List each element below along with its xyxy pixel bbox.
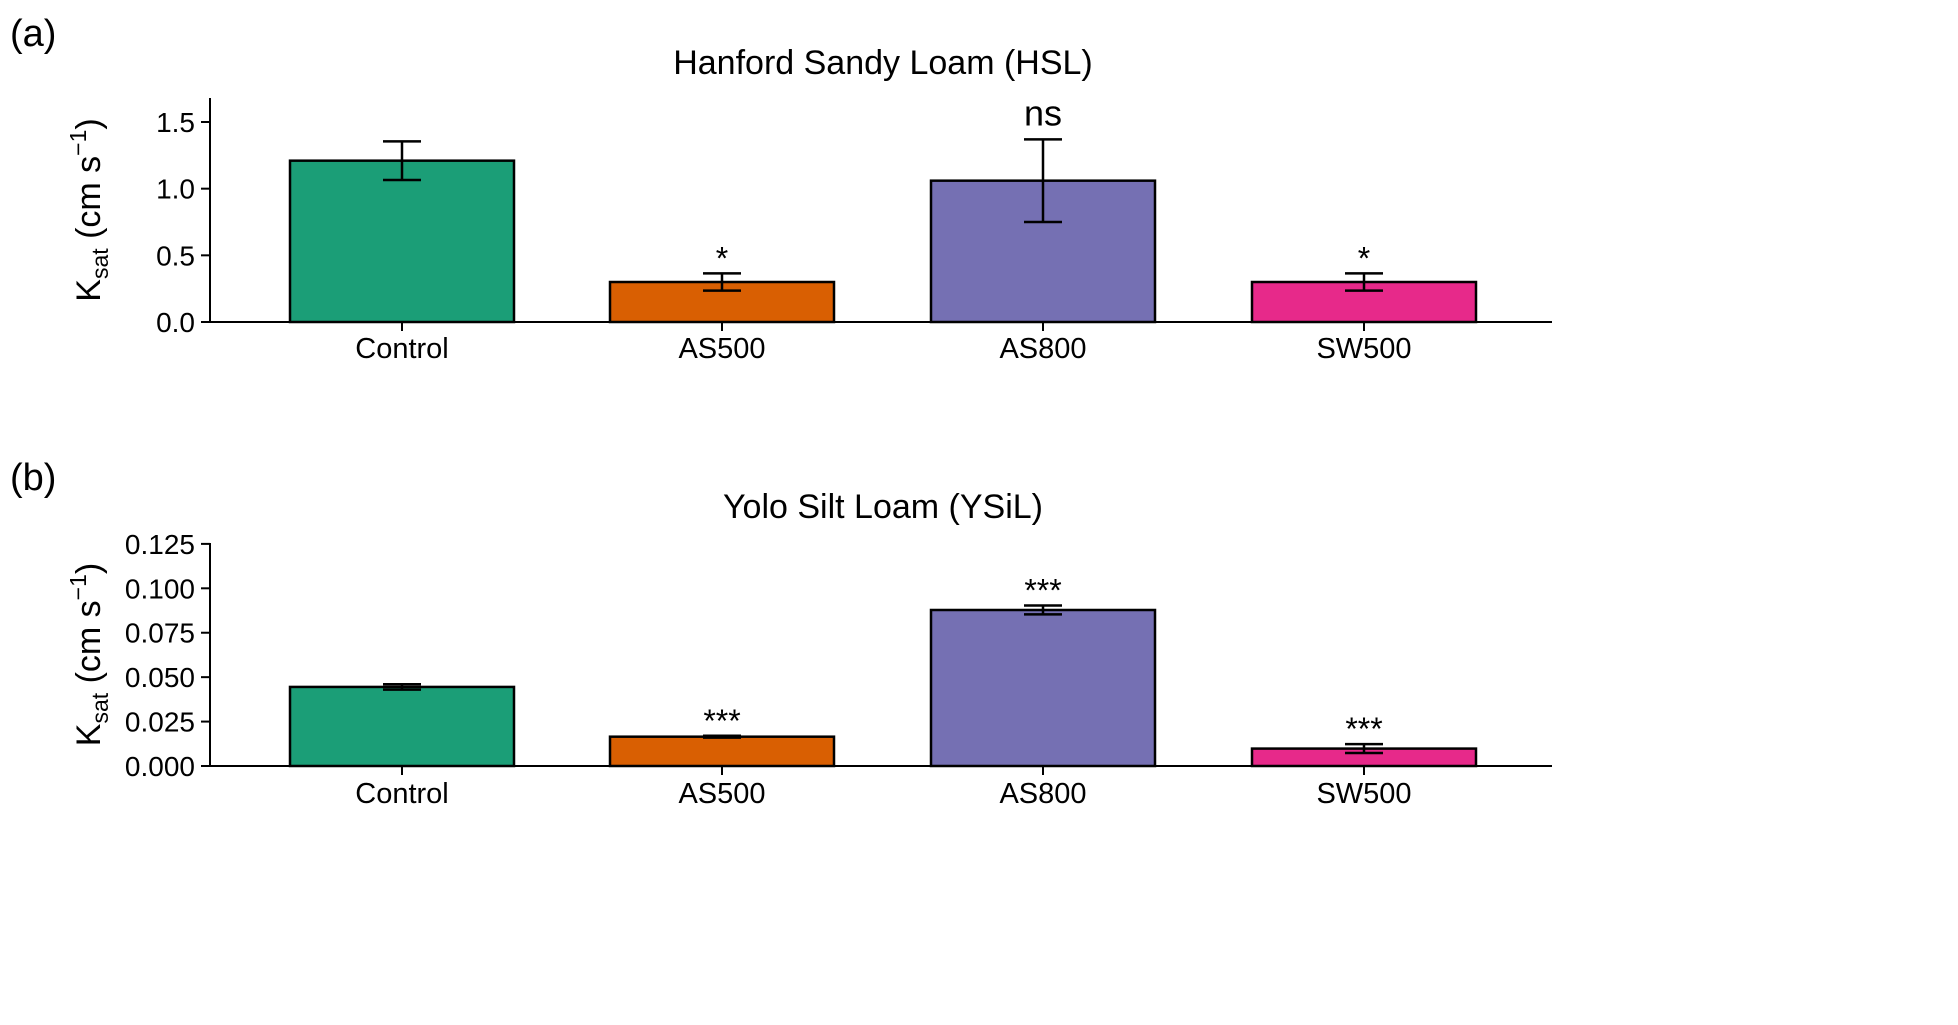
bar-control (288, 159, 516, 324)
y-tick-label: 0.0 (156, 307, 195, 338)
y-axis-label: Ksat (cm s−1) (65, 118, 113, 301)
significance-label: *** (703, 703, 740, 739)
x-tick-label: Control (355, 778, 449, 810)
y-axis-label-close: ) (70, 563, 108, 574)
x-tick-label: AS500 (678, 778, 765, 810)
error-bar-sw500 (1345, 272, 1383, 292)
error-bar-as500 (703, 272, 741, 292)
y-tick-label: 1.5 (156, 107, 195, 138)
y-axis-label-main: K (70, 723, 108, 746)
y-axis-label-exp: −1 (65, 130, 91, 156)
significance-label: ns (1024, 92, 1062, 133)
significance-label: *** (1024, 573, 1061, 609)
chart-panel-a: (a) Hanford Sandy Loam (HSL) Ksat (cm s−1)… (10, 13, 1552, 365)
x-tick-label: AS500 (678, 333, 765, 365)
y-axis-label: Ksat (cm s−1) (65, 563, 113, 746)
y-tick-label: 0.5 (156, 240, 195, 271)
y-axis-label-main: K (70, 279, 108, 302)
panel-label: (b) (10, 457, 56, 499)
x-tick-label: AS800 (999, 778, 1086, 810)
significance-label: * (716, 240, 728, 276)
y-axis-label-units: (cm s (70, 156, 108, 249)
significance-label: * (1358, 240, 1370, 276)
x-tick-label: SW500 (1316, 778, 1411, 810)
y-axis-label-exp: −1 (65, 574, 91, 600)
y-tick-label: 0.125 (125, 529, 195, 560)
chart-panel-b: (b) Yolo Silt Loam (YSiL) Ksat (cm s−1) 0.0… (10, 457, 1552, 810)
significance-label: *** (1345, 711, 1382, 747)
x-tick-label: Control (355, 333, 449, 365)
bar-as500 (608, 735, 836, 768)
error-bar-as800 (1024, 138, 1062, 224)
y-tick-label: 0.100 (125, 573, 195, 604)
y-tick-label: 0.050 (125, 662, 195, 693)
error-bar-control (383, 683, 421, 691)
error-bar-as500 (703, 734, 741, 739)
x-tick-label: SW500 (1316, 333, 1411, 365)
y-axis-label-units: (cm s (70, 600, 108, 693)
y-tick-label: 0.000 (125, 751, 195, 782)
error-bar-sw500 (1345, 742, 1383, 755)
error-bar-control (383, 140, 421, 182)
y-axis-label-close: ) (70, 118, 108, 129)
chart-title: Hanford Sandy Loam (HSL) (673, 44, 1093, 82)
y-axis-label-sub: sat (87, 692, 113, 723)
chart-title: Yolo Silt Loam (YSiL) (723, 488, 1043, 526)
bar-as800 (929, 608, 1157, 768)
error-bar-as800 (1024, 604, 1062, 616)
x-tick-label: AS800 (999, 333, 1086, 365)
y-tick-label: 1.0 (156, 174, 195, 205)
y-tick-label: 0.075 (125, 618, 195, 649)
panel-label: (a) (10, 13, 56, 55)
y-tick-label: 0.025 (125, 707, 195, 738)
bar-control (288, 685, 516, 768)
y-axis-label-sub: sat (87, 248, 113, 279)
